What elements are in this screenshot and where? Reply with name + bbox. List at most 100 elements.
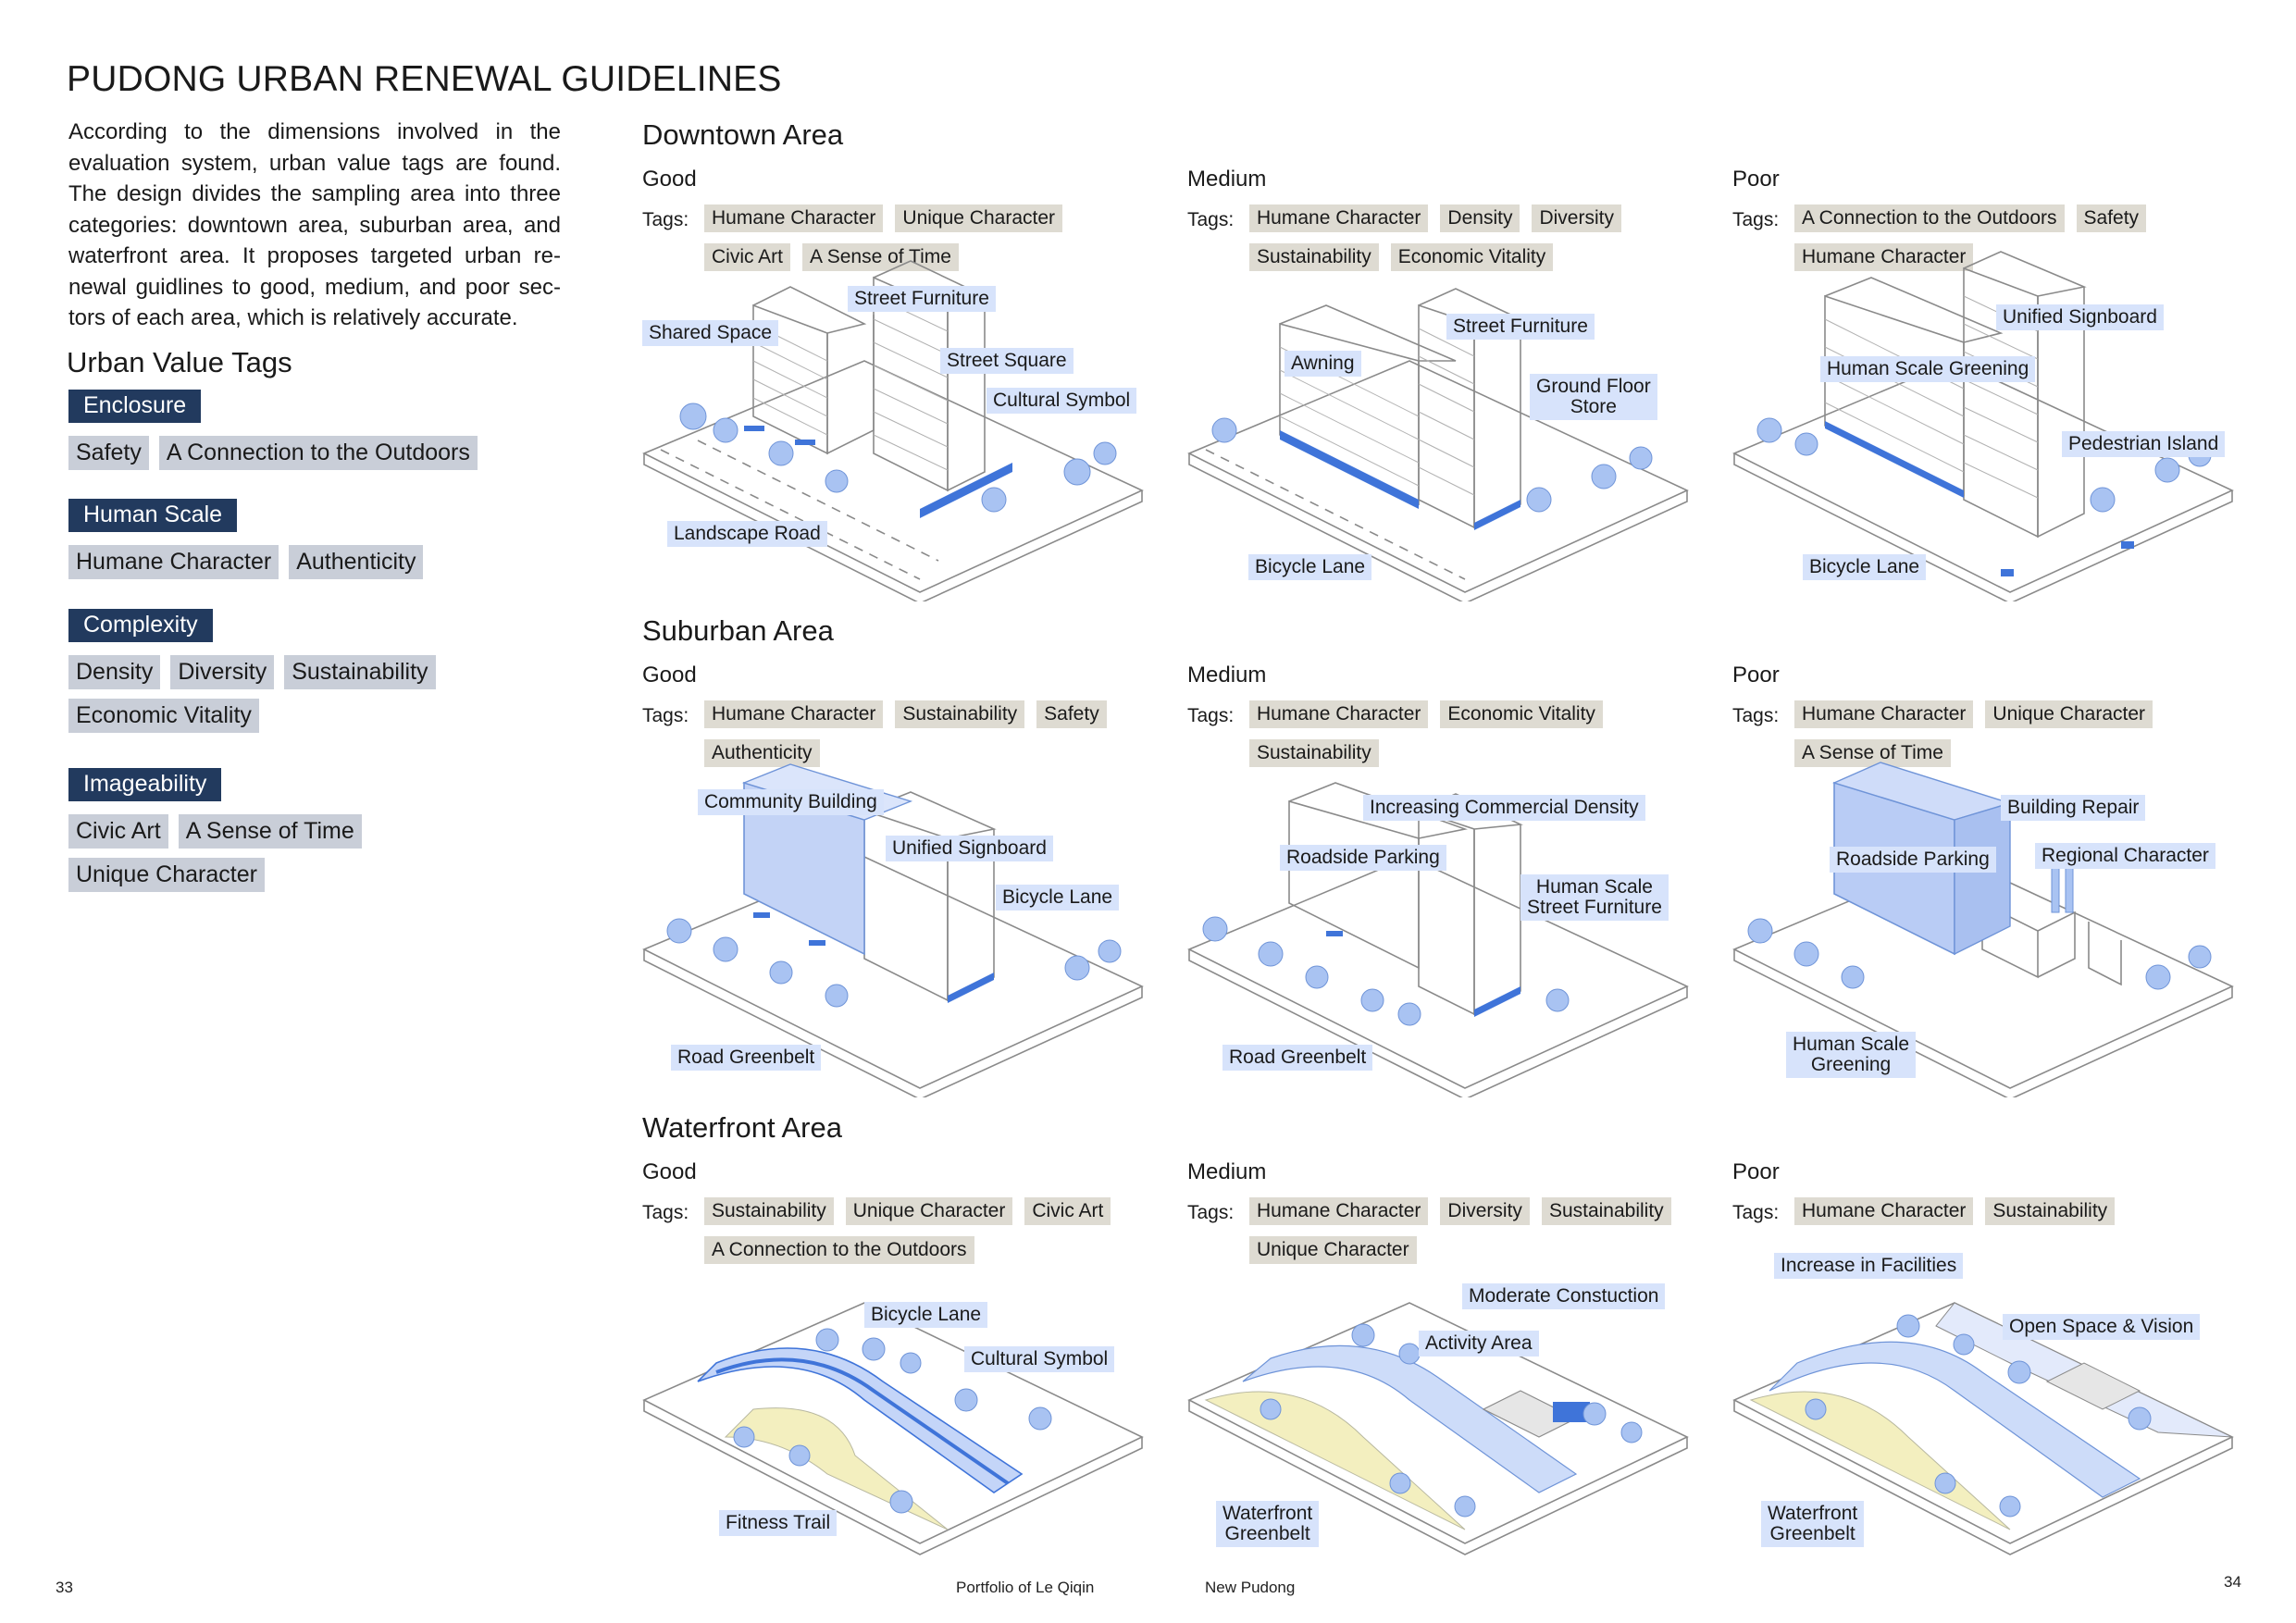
sample-tag: Economic Vitality — [1390, 243, 1554, 271]
page-title: PUDONG URBAN RENEWAL GUIDELINES — [67, 59, 782, 99]
sample-tag-list: Humane Character Density Diversity Susta… — [1249, 204, 1694, 271]
sample-tag: Sustainability — [1985, 1197, 2116, 1225]
sample-tag-line: Tags: A Connection to the Outdoors Safet… — [1732, 204, 2251, 271]
callout-roadside-parking: Roadside Parking — [1280, 845, 1446, 871]
category-label: Enclosure — [68, 390, 202, 423]
value-tag: A Connection to the Outdoors — [158, 436, 478, 470]
callout-street-furniture: Street Furniture — [1446, 314, 1595, 340]
urban-value-tags-heading: Urban Value Tags — [67, 346, 292, 378]
tags-prefix: Tags: — [1187, 705, 1235, 726]
value-category-imageability: Imageability Civic Art A Sense of Time U… — [68, 768, 420, 892]
value-tag: Authenticity — [289, 545, 424, 579]
sample-tag: Sustainability — [895, 700, 1025, 728]
rating-label: Poor — [1732, 663, 1780, 688]
value-tag-row: Humane Character Authenticity — [68, 545, 568, 579]
sample-tag-list: Humane Character Sustainability — [1794, 1197, 2253, 1225]
sample-tag-line: Tags: Humane Character Diversity Sustain… — [1187, 1197, 1706, 1264]
sample-tag: Civic Art — [704, 243, 791, 271]
page-number-right: 34 — [2224, 1573, 2241, 1591]
value-tag: Safety — [68, 436, 149, 470]
value-tag: Unique Character — [68, 858, 265, 892]
tags-prefix: Tags: — [642, 705, 689, 726]
sample-tag-line: Tags: Humane Character Sustainability Sa… — [642, 700, 1160, 767]
sample-tag: A Connection to the Outdoors — [1794, 204, 2065, 232]
tags-prefix: Tags: — [1187, 1202, 1235, 1223]
sample-tag: Humane Character — [1794, 243, 1974, 271]
callout-cultural-symbol: Cultural Symbol — [964, 1346, 1115, 1372]
sample-tag-line: Tags: Humane Character Sustainability — [1732, 1197, 2251, 1225]
rating-label: Medium — [1187, 663, 1267, 688]
value-tag-row: Safety A Connection to the Outdoors — [68, 436, 568, 470]
isometric-drawing — [1187, 1302, 1689, 1555]
callout-street-square: Street Square — [940, 348, 1074, 374]
suburban-medium: Medium Tags: Humane Character Economic V… — [1187, 663, 1706, 1097]
sample-tag-list: Sustainability Unique Character Civic Ar… — [704, 1197, 1162, 1264]
callout-bicycle-lane: Bicycle Lane — [1803, 554, 1927, 580]
sample-tag-line: Tags: Humane Character Economic Vitality… — [1187, 700, 1706, 767]
sample-tag: Safety — [2076, 204, 2147, 232]
sample-tag-list: Humane Character Economic Vitality Susta… — [1249, 700, 1666, 767]
sample-tag: A Connection to the Outdoors — [704, 1236, 974, 1264]
sample-tag-list: Humane Character Sustainability Safety A… — [704, 700, 1162, 767]
area-title-downtown: Downtown Area — [642, 118, 844, 151]
sample-tag-line: Tags: Humane Character Unique Character … — [1732, 700, 2251, 767]
callout-cultural-symbol: Cultural Symbol — [987, 388, 1137, 414]
sample-tag: Sustainability — [704, 1197, 834, 1225]
callout-shared-space: Shared Space — [642, 320, 779, 346]
callout-regional-character: Regional Character — [2035, 843, 2215, 869]
value-category-human-scale: Human Scale Humane Character Authenticit… — [68, 499, 568, 579]
rating-label: Poor — [1732, 167, 1780, 192]
tags-prefix: Tags: — [1732, 1202, 1780, 1223]
waterfront-medium: Medium Tags: Humane Character Diversity … — [1187, 1159, 1706, 1567]
sample-tag: Sustainability — [1249, 243, 1379, 271]
isometric-drawing — [1732, 251, 2234, 601]
sample-tag-line: Tags: Sustainability Unique Character Ci… — [642, 1197, 1160, 1264]
waterfront-poor: Poor Tags: Humane Character Sustainabili… — [1732, 1159, 2251, 1567]
callout-road-greenbelt: Road Greenbelt — [671, 1045, 822, 1071]
callout-street-furniture: Street Furniture — [848, 286, 996, 312]
sample-tag: Unique Character — [845, 1197, 1013, 1225]
waterfront-good: Good Tags: Sustainability Unique Charact… — [642, 1159, 1160, 1567]
sample-tag: Humane Character — [1249, 204, 1429, 232]
suburban-good: Good Tags: Humane Character Sustainabili… — [642, 663, 1160, 1097]
tags-prefix: Tags: — [642, 209, 689, 230]
callout-human-scale-greening: Human Scale Greening — [1786, 1032, 1917, 1078]
callout-open-space-vision: Open Space & Vision — [2003, 1314, 2201, 1340]
page-number-left: 33 — [56, 1579, 73, 1596]
callout-waterfront-greenbelt: Waterfront Greenbelt — [1216, 1501, 1320, 1547]
sample-tag: Sustainability — [1541, 1197, 1671, 1225]
downtown-poor: Poor Tags: A Connection to the Outdoors … — [1732, 167, 2251, 601]
callout-activity-area: Activity Area — [1419, 1331, 1539, 1357]
sample-tag: Humane Character — [1794, 700, 1974, 728]
callout-awning: Awning — [1285, 351, 1361, 377]
callout-bicycle-lane: Bicycle Lane — [1248, 554, 1372, 580]
value-tag-row: Civic Art A Sense of Time Unique Charact… — [68, 814, 420, 892]
isometric-drawing — [1732, 762, 2234, 1097]
callout-roadside-parking: Roadside Parking — [1830, 847, 1996, 873]
callout-road-greenbelt: Road Greenbelt — [1222, 1045, 1373, 1071]
callout-bicycle-lane: Bicycle Lane — [864, 1302, 988, 1328]
tags-prefix: Tags: — [1732, 705, 1780, 726]
isometric-drawing — [1187, 782, 1689, 1097]
sample-tag: Authenticity — [704, 739, 820, 767]
sample-tag-line: Tags: Humane Character Density Diversity… — [1187, 204, 1706, 271]
sample-tag: Safety — [1036, 700, 1107, 728]
sample-tag-list: Humane Character Unique Character Civic … — [704, 204, 1111, 271]
callout-landscape-road: Landscape Road — [667, 521, 827, 547]
value-tag: A Sense of Time — [178, 814, 362, 849]
rating-label: Poor — [1732, 1159, 1780, 1184]
callout-increasing-commercial-density: Increasing Commercial Density — [1363, 795, 1645, 821]
sample-tag: Unique Character — [895, 204, 1063, 232]
value-tag: Density — [68, 655, 161, 689]
tags-prefix: Tags: — [1732, 209, 1780, 230]
value-tag: Humane Character — [68, 545, 279, 579]
category-label: Human Scale — [68, 499, 238, 532]
sample-tag: Unique Character — [1985, 700, 2153, 728]
callout-increase-in-facilities: Increase in Facilities — [1774, 1253, 1964, 1279]
value-tag: Sustainability — [284, 655, 436, 689]
isometric-drawing — [1187, 288, 1689, 601]
downtown-good: Good Tags: Humane Character Unique Chara… — [642, 167, 1160, 601]
rating-label: Good — [642, 167, 697, 192]
callout-human-scale-street-furniture: Human Scale Street Furniture — [1520, 874, 1669, 921]
sample-tag: A Sense of Time — [802, 243, 959, 271]
